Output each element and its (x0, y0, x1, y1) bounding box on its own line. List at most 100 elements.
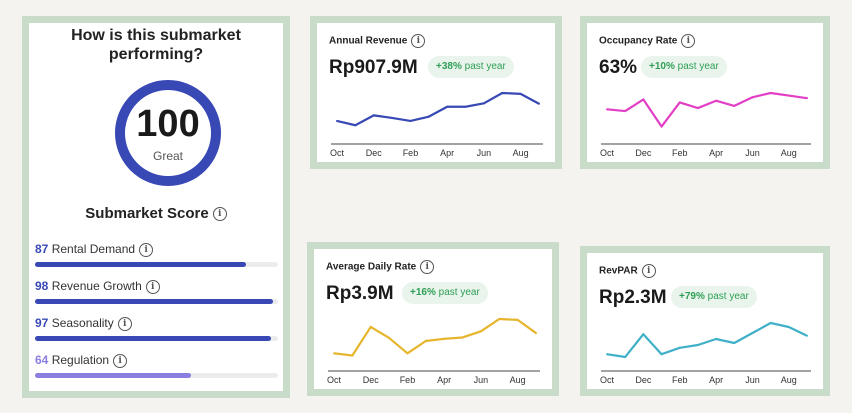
info-icon[interactable]: i (113, 353, 128, 368)
data-point-oct (333, 352, 335, 355)
score-question: How is this submarket performing? (29, 26, 283, 64)
chart-value: Rp3.9M (326, 283, 394, 304)
data-point-nov (624, 110, 627, 113)
change-percent: +38% (436, 61, 462, 72)
info-icon[interactable]: i (212, 207, 227, 222)
data-point-jul (769, 92, 772, 94)
info-icon[interactable]: i (139, 242, 154, 257)
info-icon[interactable]: i (641, 264, 656, 278)
progress-fill (35, 336, 271, 341)
revpar-card: RevPAR i Rp2.3M +79% past year Oct Dec Feb A… (580, 246, 830, 396)
chart-title-text: Occupancy Rate (599, 35, 678, 47)
data-point-jul (498, 318, 501, 320)
score-question-line1: How is this submarket (71, 27, 241, 44)
change-percent: +10% (649, 61, 675, 72)
submarket-score-card: How is this submarket performing? 100 Gr… (22, 16, 290, 398)
data-point-apr (715, 99, 718, 102)
data-point-jan (660, 353, 663, 356)
data-point-apr (715, 338, 718, 340)
series-line (333, 317, 537, 357)
data-point-mar (696, 344, 699, 346)
data-point-may (733, 104, 736, 107)
data-point-nov (351, 354, 354, 357)
data-point-feb (406, 352, 409, 355)
data-point-may (733, 342, 736, 344)
chart-value: 63% (599, 57, 638, 78)
x-tick-label: Dec (366, 148, 383, 158)
x-tick-label: Feb (400, 375, 416, 385)
info-icon[interactable]: i (681, 34, 696, 48)
data-point-nov (354, 124, 357, 127)
data-point-may (461, 336, 464, 339)
data-point-oct (336, 119, 338, 122)
chart-title: RevPAR i (599, 264, 656, 278)
chart-title: Annual Revenue i (329, 34, 426, 48)
revpar-chart: Oct Dec Feb Apr Jun Aug (600, 321, 811, 385)
x-tick-label: Feb (672, 375, 688, 385)
change-suffix: past year (438, 287, 480, 298)
metric-value: 97 (35, 316, 49, 330)
data-point-jul (769, 322, 772, 324)
change-badge: +10% past year (641, 56, 727, 78)
submarket-score-heading: Submarket Score i (29, 205, 283, 222)
submarket-score-label: Submarket Score (85, 205, 209, 222)
x-tick-label: Feb (403, 148, 419, 158)
metric-label: Regulation (51, 353, 110, 367)
chart-title-text: RevPAR (599, 265, 638, 277)
metric-label: Revenue Growth (51, 279, 142, 293)
x-tick-label: Apr (437, 375, 451, 385)
data-point-jun (751, 332, 754, 334)
x-tick-label: Apr (709, 148, 723, 158)
progress-track (35, 373, 278, 378)
x-tick-label: Apr (440, 148, 454, 158)
progress-track (35, 262, 278, 267)
change-badge: +38% past year (428, 56, 514, 78)
x-tick-label: Aug (510, 375, 526, 385)
score-rating: Great (152, 149, 183, 163)
metric-value: 98 (35, 279, 49, 293)
progress-track (35, 336, 278, 341)
change-percent: +79% (679, 291, 705, 302)
chart-title: Occupancy Rate i (599, 34, 696, 48)
data-point-mar (427, 115, 430, 118)
data-point-jan (391, 116, 394, 119)
x-tick-label: Jun (745, 148, 760, 158)
data-point-sep (538, 102, 540, 105)
average-daily-rate-card: Average Daily Rate i Rp3.9M +16% past yea… (307, 242, 559, 396)
chart-title: Average Daily Rate i (326, 260, 435, 274)
x-tick-label: Jun (745, 375, 760, 385)
x-tick-label: Dec (635, 148, 652, 158)
data-point-aug (787, 326, 790, 328)
x-tick-label: Oct (600, 148, 615, 158)
x-tick-label: Feb (672, 148, 688, 158)
x-tick-label: Apr (709, 375, 723, 385)
info-icon[interactable]: i (411, 34, 426, 48)
chart-value: Rp2.3M (599, 287, 667, 308)
annual-revenue-card: Annual Revenue i Rp907.9M +38% past year … (310, 16, 562, 169)
info-icon[interactable]: i (420, 260, 435, 274)
data-point-oct (606, 108, 608, 111)
data-point-mar (424, 340, 427, 342)
data-point-dec (642, 333, 645, 336)
progress-fill (35, 262, 247, 267)
x-tick-label: Aug (781, 375, 797, 385)
metric-value: 64 (35, 353, 49, 367)
progress-fill (35, 299, 274, 304)
data-point-feb (678, 346, 681, 349)
x-tick-label: Dec (635, 375, 652, 385)
data-point-feb (409, 119, 412, 122)
x-tick-label: Aug (781, 148, 797, 158)
chart-value: Rp907.9M (329, 57, 418, 78)
data-point-jun (482, 102, 485, 105)
data-point-sep (806, 334, 808, 337)
x-tick-label: Oct (600, 375, 615, 385)
data-point-apr (446, 105, 449, 108)
change-badge: +16% past year (402, 282, 488, 304)
data-point-jul (501, 92, 504, 94)
info-icon[interactable]: i (145, 279, 160, 294)
progress-track (35, 299, 278, 304)
data-point-jun (751, 96, 754, 99)
change-suffix: past year (464, 61, 506, 72)
data-point-jan (388, 336, 391, 339)
info-icon[interactable]: i (117, 316, 132, 331)
